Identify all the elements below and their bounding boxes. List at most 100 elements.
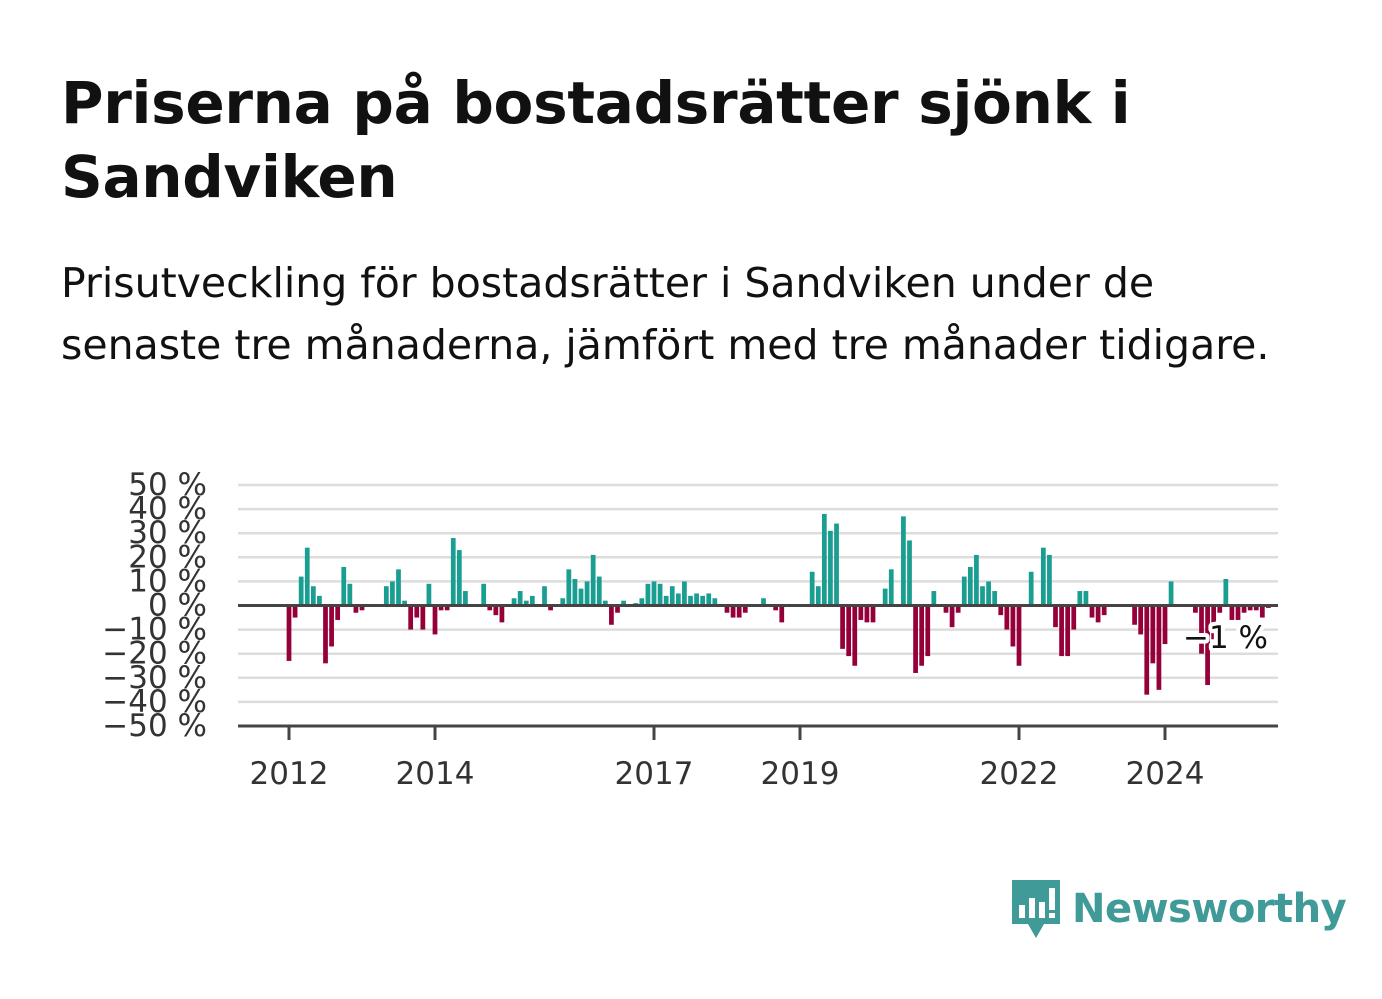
bar — [961, 576, 967, 606]
y-tick-label: −10 % — [102, 612, 207, 648]
bar — [1235, 605, 1241, 620]
x-tick-label: 2014 — [396, 756, 475, 792]
bar — [1040, 547, 1046, 606]
bar — [1047, 554, 1052, 606]
y-tick-label: −30 % — [102, 660, 207, 696]
y-axis-labels: 50 %40 %30 %20 %10 %0 %−10 %−20 %−30 %−4… — [102, 467, 207, 744]
bar — [1083, 591, 1089, 606]
bar — [420, 605, 426, 630]
bar — [998, 605, 1004, 616]
bar — [438, 605, 444, 611]
bar — [858, 605, 864, 620]
bar — [353, 605, 359, 613]
bar — [1247, 605, 1253, 611]
bar — [779, 605, 785, 623]
newsworthy-logo-icon — [1012, 880, 1060, 938]
bar — [402, 600, 407, 606]
bar — [700, 595, 706, 606]
y-tick-label: −20 % — [102, 636, 207, 672]
y-tick-label: −50 % — [102, 708, 207, 744]
brand: Newsworthy — [1010, 878, 1347, 940]
bar — [323, 605, 328, 664]
bar — [1053, 605, 1058, 628]
last-value-label-halo: −1 % — [1183, 620, 1268, 656]
bar — [1071, 605, 1077, 630]
bar — [310, 586, 316, 606]
bar — [730, 605, 736, 618]
bar — [1211, 605, 1217, 640]
bar — [481, 583, 487, 606]
y-tick-label: 50 % — [128, 467, 207, 503]
bar — [1217, 605, 1223, 613]
bar — [572, 578, 578, 606]
x-tick-label: 2024 — [1126, 756, 1205, 792]
bar — [712, 598, 718, 606]
bar — [1150, 605, 1156, 664]
bar — [907, 540, 912, 606]
bar — [615, 605, 620, 613]
bar — [1259, 605, 1265, 618]
bar — [286, 605, 292, 661]
y-tick-label: −40 % — [102, 684, 207, 720]
bar — [682, 581, 687, 606]
bar — [408, 605, 414, 630]
bar — [1144, 605, 1150, 695]
bar — [1010, 605, 1016, 647]
bar — [529, 595, 535, 606]
bar — [414, 605, 420, 618]
bar — [450, 538, 456, 606]
bar — [846, 605, 852, 657]
bar — [639, 598, 645, 606]
bar — [463, 591, 468, 606]
bar — [761, 598, 766, 606]
bar — [396, 569, 401, 606]
chart-title: Priserna på bostadsrätter sjönk i Sandvi… — [61, 69, 1131, 211]
bar — [949, 605, 955, 628]
bar — [840, 605, 845, 649]
y-tick-label: 30 % — [128, 515, 207, 551]
x-tick-label: 2022 — [980, 756, 1059, 792]
bar — [828, 530, 833, 606]
bar — [1168, 581, 1174, 606]
bar — [426, 583, 432, 606]
bar — [292, 605, 298, 618]
x-tick-label: 2017 — [615, 756, 694, 792]
x-tick-label: 2019 — [761, 756, 840, 792]
bar — [669, 586, 675, 606]
bar — [1223, 578, 1229, 606]
bar — [1077, 591, 1083, 606]
x-tick-label: 2012 — [250, 756, 329, 792]
bar — [1253, 605, 1259, 611]
bar — [1162, 605, 1168, 645]
bar — [511, 598, 517, 606]
bar — [1016, 605, 1022, 666]
bar — [548, 605, 553, 611]
bar — [1138, 605, 1144, 635]
last-value-label: −1 % — [1183, 620, 1268, 656]
bar — [1065, 605, 1071, 657]
y-tick-label: 40 % — [128, 491, 207, 527]
bar — [487, 605, 493, 611]
bar — [341, 566, 347, 606]
bar — [742, 605, 748, 613]
bar — [523, 600, 529, 606]
bar — [663, 595, 669, 606]
bar — [609, 605, 614, 625]
y-tick-label: 0 % — [148, 588, 207, 624]
bar — [432, 605, 438, 635]
bar — [602, 600, 608, 606]
bar — [925, 605, 931, 657]
bar — [499, 605, 505, 623]
x-axis-labels: 2012 2014 2017 2019 2022 2024 — [250, 726, 1205, 792]
bar — [657, 583, 663, 606]
bar — [1089, 605, 1095, 618]
bar — [560, 598, 566, 606]
bar — [809, 571, 815, 606]
bar — [992, 591, 998, 606]
bar — [1193, 605, 1198, 613]
bar — [773, 605, 779, 611]
bar — [335, 605, 341, 620]
bar — [317, 595, 322, 606]
bar — [821, 513, 827, 606]
bar — [943, 605, 949, 613]
